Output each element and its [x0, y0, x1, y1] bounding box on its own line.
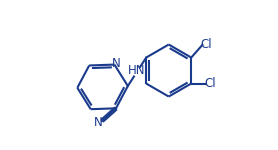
Text: N: N — [94, 116, 103, 129]
Text: Cl: Cl — [204, 77, 216, 90]
Text: Cl: Cl — [201, 38, 212, 51]
Text: N: N — [112, 57, 121, 70]
Text: HN: HN — [128, 64, 146, 77]
